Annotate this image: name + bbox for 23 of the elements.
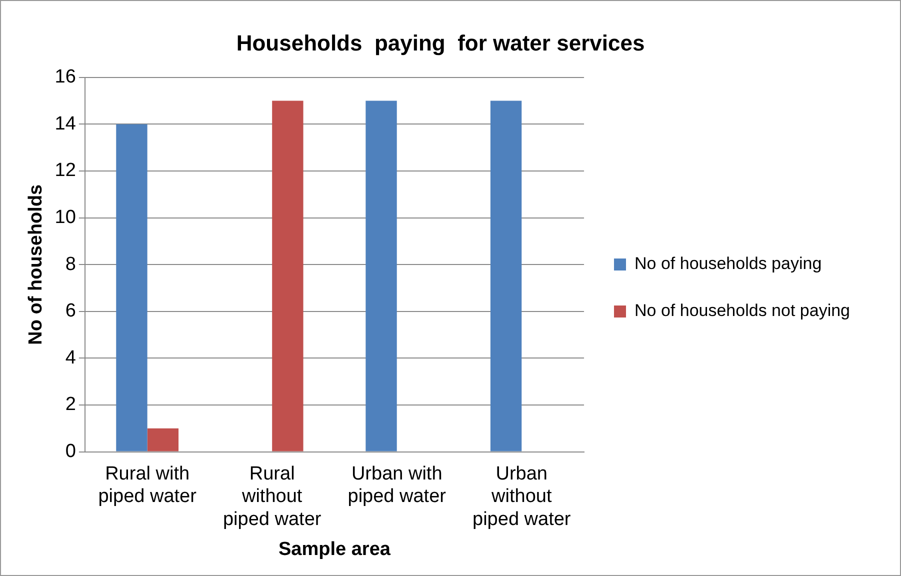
y-tick-label: 6 xyxy=(65,300,76,322)
bar xyxy=(490,100,522,452)
bar xyxy=(366,100,397,452)
y-tick-label: 2 xyxy=(65,394,76,416)
y-tick-label: 4 xyxy=(65,347,76,368)
legend-label: No of households paying xyxy=(634,254,822,274)
y-tick-label: 14 xyxy=(54,113,76,134)
y-tick-label: 12 xyxy=(54,160,76,182)
y-tick-label: 8 xyxy=(65,254,76,275)
bar xyxy=(147,428,179,452)
legend-label: No of households not paying xyxy=(634,301,850,320)
x-tick-label: Rural with piped water xyxy=(98,463,198,508)
x-axis-title: Sample area xyxy=(278,538,391,560)
y-tick-label: 0 xyxy=(65,441,76,462)
chart-title: Households paying for water services xyxy=(236,30,645,56)
x-tick-label: Urban without piped water xyxy=(472,463,572,530)
x-tick-label: Urban with piped water xyxy=(348,463,447,508)
y-axis-title: No of households xyxy=(26,184,47,345)
bar xyxy=(272,100,304,452)
y-tick-label: 10 xyxy=(54,207,76,228)
y-tick-label: 16 xyxy=(54,66,76,88)
bar xyxy=(116,124,148,452)
x-tick-label: Rural without piped water xyxy=(222,463,322,530)
